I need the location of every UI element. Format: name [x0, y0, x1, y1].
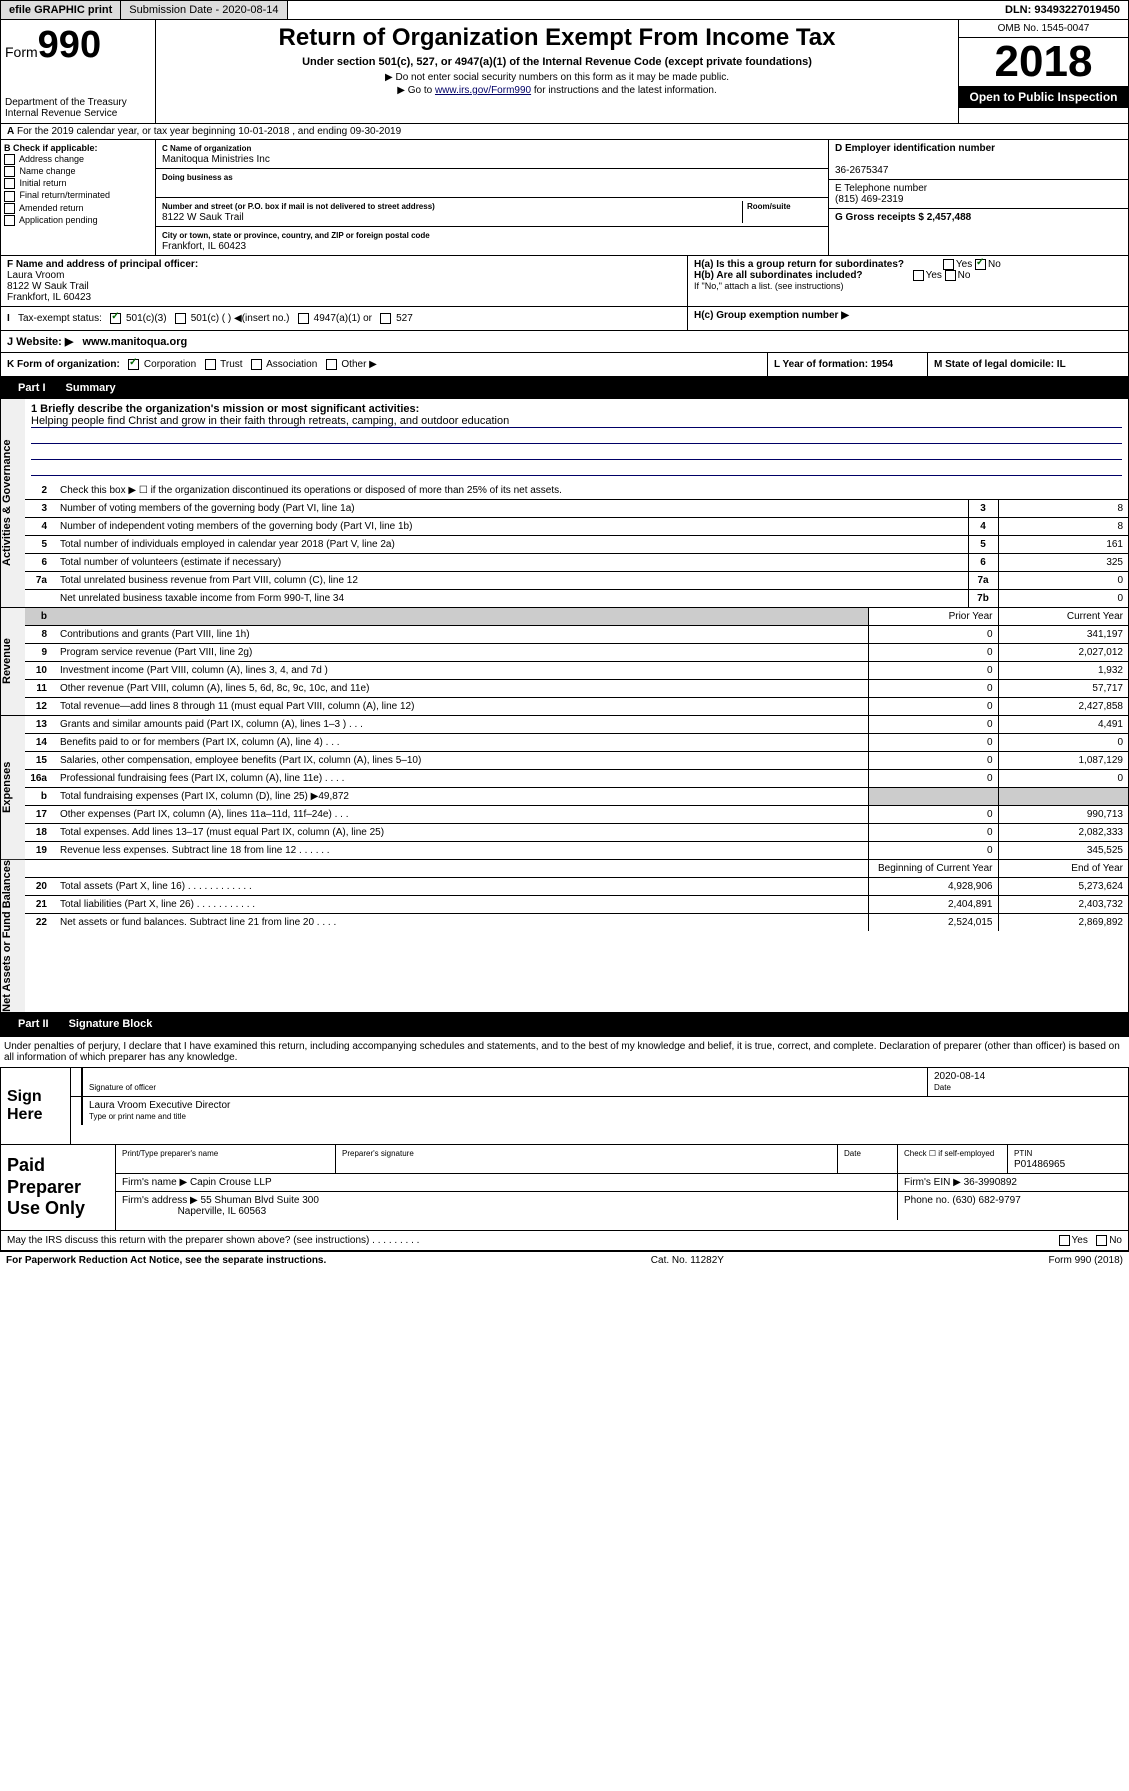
submission-date: Submission Date - 2020-08-14 — [121, 1, 287, 19]
firm-phone: (630) 682-9797 — [952, 1195, 1020, 1206]
org-name: Manitoqua Ministries Inc — [162, 154, 270, 165]
side-label-net: Net Assets or Fund Balances — [1, 860, 25, 1012]
ptin: P01486965 — [1014, 1159, 1065, 1170]
val-22p: 2,524,015 — [868, 914, 998, 932]
signature-section: Under penalties of perjury, I declare th… — [0, 1035, 1129, 1269]
val-10c: 1,932 — [998, 662, 1128, 680]
tax-year: 2018 — [959, 38, 1128, 86]
val-21p: 2,404,891 — [868, 896, 998, 914]
state-domicile: M State of legal domicile: IL — [928, 353, 1128, 376]
side-label-exp: Expenses — [1, 716, 25, 859]
officer-name: Laura Vroom — [7, 270, 64, 281]
val-6: 325 — [998, 554, 1128, 572]
paid-preparer-section: Paid Preparer Use Only Print/Type prepar… — [0, 1145, 1129, 1231]
org-city: Frankfort, IL 60423 — [162, 241, 246, 252]
tax-status-row: I Tax-exempt status: 501(c)(3) 501(c) ( … — [0, 307, 1129, 331]
part-1-header: Part I Summary — [0, 377, 1129, 399]
val-13c: 4,491 — [998, 716, 1128, 734]
val-3: 8 — [998, 500, 1128, 518]
form-label: Form — [5, 44, 38, 60]
box-de: D Employer identification number36-26753… — [828, 140, 1128, 255]
gross-receipts: G Gross receipts $ 2,457,488 — [829, 209, 1128, 226]
org-address: 8122 W Sauk Trail — [162, 212, 244, 223]
activities-governance-section: Activities & Governance 1 Briefly descri… — [0, 399, 1129, 608]
form-header: Form990 Department of the Treasury Inter… — [0, 20, 1129, 124]
line-2: Check this box ▶ ☐ if the organization d… — [55, 482, 1128, 500]
instruction-1: ▶ Do not enter social security numbers o… — [160, 72, 954, 83]
sig-date: 2020-08-14 — [934, 1071, 985, 1082]
efile-button[interactable]: efile GRAPHIC print — [1, 1, 121, 19]
year-formation: L Year of formation: 1954 — [768, 353, 928, 376]
dln: DLN: 93493227019450 — [997, 1, 1128, 19]
val-20c: 5,273,624 — [998, 878, 1128, 896]
net-assets-section: Net Assets or Fund Balances Beginning of… — [0, 860, 1129, 1013]
val-4: 8 — [998, 518, 1128, 536]
val-9c: 2,027,012 — [998, 644, 1128, 662]
form-number: 990 — [38, 24, 101, 66]
discuss-row: May the IRS discuss this return with the… — [0, 1231, 1129, 1251]
department: Department of the Treasury Internal Reve… — [5, 97, 151, 119]
val-16ac: 0 — [998, 770, 1128, 788]
firm-address: 55 Shuman Blvd Suite 300 — [201, 1195, 319, 1206]
box-b: B Check if applicable: Address change Na… — [1, 140, 156, 255]
perjury-statement: Under penalties of perjury, I declare th… — [0, 1037, 1129, 1067]
val-12c: 2,427,858 — [998, 698, 1128, 716]
val-7a: 0 — [998, 572, 1128, 590]
revenue-section: Revenue bPrior YearCurrent Year 8Contrib… — [0, 608, 1129, 716]
section-a: A For the 2019 calendar year, or tax yea… — [0, 124, 1129, 140]
form-org-row: K Form of organization: Corporation Trus… — [0, 353, 1129, 377]
form990-link[interactable]: www.irs.gov/Form990 — [435, 85, 531, 96]
val-5: 161 — [998, 536, 1128, 554]
open-public-badge: Open to Public Inspection — [959, 86, 1128, 108]
ein: 36-2675347 — [835, 165, 888, 176]
box-c: C Name of organizationManitoqua Ministri… — [156, 140, 828, 255]
mission-text: Helping people find Christ and grow in t… — [31, 415, 1122, 428]
sign-here-label: Sign Here — [1, 1068, 71, 1144]
firm-name: Capin Crouse LLP — [190, 1177, 272, 1188]
subtitle: Under section 501(c), 527, or 4947(a)(1)… — [160, 56, 954, 68]
firm-ein: 36-3990892 — [964, 1177, 1017, 1188]
main-title: Return of Organization Exempt From Incom… — [160, 24, 954, 52]
paid-preparer-label: Paid Preparer Use Only — [1, 1145, 116, 1230]
part-2-header: Part II Signature Block — [0, 1013, 1129, 1035]
val-20p: 4,928,906 — [868, 878, 998, 896]
officer-printed-name: Laura Vroom Executive Director — [89, 1100, 230, 1111]
website-row: J Website: ▶ www.manitoqua.org — [0, 331, 1129, 353]
val-14c: 0 — [998, 734, 1128, 752]
val-17c: 990,713 — [998, 806, 1128, 824]
val-8c: 341,197 — [998, 626, 1128, 644]
phone: (815) 469-2319 — [835, 194, 903, 205]
val-21c: 2,403,732 — [998, 896, 1128, 914]
expenses-section: Expenses 13Grants and similar amounts pa… — [0, 716, 1129, 860]
val-15c: 1,087,129 — [998, 752, 1128, 770]
officer-row: F Name and address of principal officer:… — [0, 256, 1129, 307]
val-11c: 57,717 — [998, 680, 1128, 698]
val-19c: 345,525 — [998, 842, 1128, 860]
top-bar: efile GRAPHIC print Submission Date - 20… — [0, 0, 1129, 20]
val-22c: 2,869,892 — [998, 914, 1128, 932]
val-18c: 2,082,333 — [998, 824, 1128, 842]
side-label-ag: Activities & Governance — [1, 399, 25, 607]
omb-number: OMB No. 1545-0047 — [959, 20, 1128, 38]
footer: For Paperwork Reduction Act Notice, see … — [0, 1251, 1129, 1269]
side-label-rev: Revenue — [1, 608, 25, 715]
entity-info-row: B Check if applicable: Address change Na… — [0, 140, 1129, 256]
website-url[interactable]: www.manitoqua.org — [83, 336, 188, 348]
instruction-2: ▶ Go to www.irs.gov/Form990 for instruct… — [160, 85, 954, 96]
val-7b: 0 — [998, 590, 1128, 608]
